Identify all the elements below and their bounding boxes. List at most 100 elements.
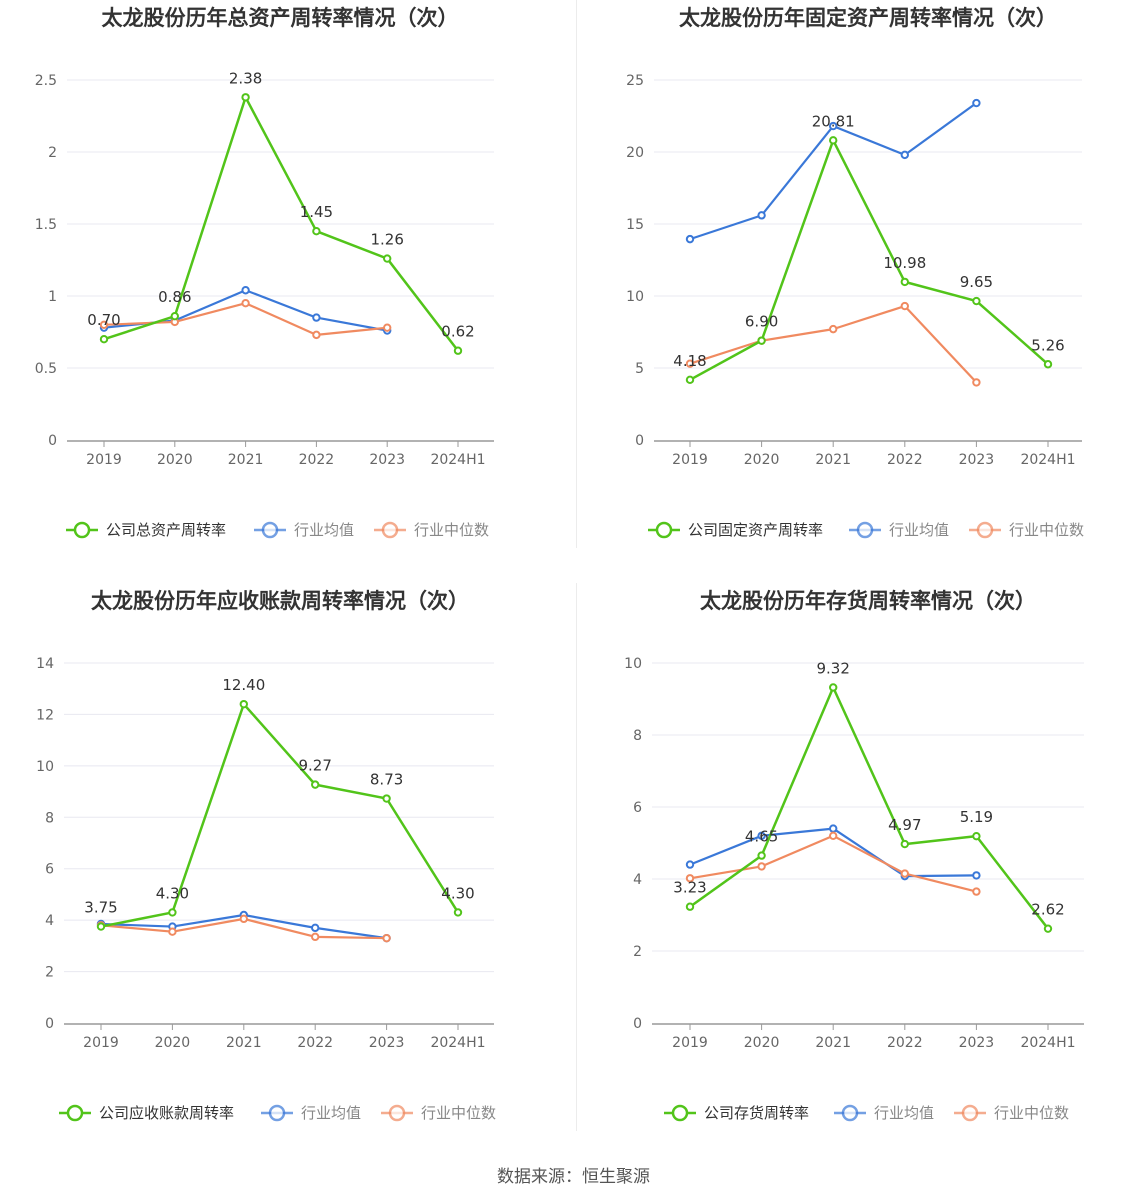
data-point-median [829,831,838,841]
x-tick-label: 2021 [815,452,851,468]
line-chart: 0 2 4 6 8 10 12 14 2019 2020 2021 2022 2023 2024H1 3.7… [36,656,496,1122]
data-point-company [900,277,909,287]
x-tick-label: 2024H1 [430,452,485,468]
y-tick-label: 20 [626,145,644,161]
legend-label: 行业均值 [874,1104,934,1122]
y-tick-label: 25 [626,73,644,89]
y-tick-label: 2 [48,145,57,161]
legend-label: 行业中位数 [1009,521,1084,539]
x-tick-label: 2024H1 [430,1035,485,1051]
legend-marker [381,521,399,539]
legend-marker [976,521,994,539]
y-tick-label: 12 [36,707,54,723]
data-point-company [829,136,838,145]
legend-label: 公司存货周转率 [704,1104,809,1122]
data-point-avg [829,121,838,131]
y-tick-label: 10 [626,289,644,305]
x-tick-label: 2019 [86,452,122,468]
y-tick-label: 1 [48,289,57,305]
x-tick-label: 2019 [672,1035,708,1051]
legend-label: 行业均值 [889,521,949,539]
data-label: 0.86 [158,288,191,306]
data-point-company [382,794,391,803]
y-tick-label: 6 [633,800,642,816]
chart-title: 太龙股份历年应收账款周转率情况（次） [91,589,469,613]
legend-label: 公司固定资产周转率 [688,521,823,539]
data-point-company [972,831,981,841]
data-point-company [241,93,250,102]
x-tick-label: 2020 [155,1035,191,1051]
data-point-median [383,323,392,332]
data-point-avg [757,831,766,841]
data-point-company [383,254,392,263]
y-tick-label: 0.5 [35,361,57,377]
x-tick-label: 2022 [887,452,923,468]
y-tick-label: 0 [45,1016,54,1032]
legend-label: 行业中位数 [414,521,489,539]
x-tick-label: 2020 [744,1035,780,1051]
data-label: 5.26 [1031,336,1064,354]
data-point-company [829,683,838,692]
data-point-median [241,299,250,308]
data-point-median [99,320,109,329]
data-point-median [972,887,981,896]
data-label: 6.90 [745,313,778,331]
data-point-median [311,932,320,942]
y-tick-label: 2 [633,944,642,960]
legend-marker [671,1104,689,1122]
data-label: 1.45 [300,203,333,221]
line-chart: 0 5 10 15 20 25 2019 2020 2021 2022 2023 2024H1 4.18… [626,73,1084,539]
x-tick-label: 2021 [228,452,264,468]
data-point-company [311,780,320,789]
data-point-company [900,839,909,849]
legend-label: 行业均值 [301,1104,361,1122]
data-point-median [312,330,321,340]
x-tick-label: 2023 [959,1035,995,1051]
data-point-median [382,933,391,943]
legend-marker [655,521,673,539]
data-label: 4.30 [441,884,474,902]
line-chart: 0 0.5 1 1.5 2 2.5 2019 2020 2021 2022 2023 2024H1 0.… [35,69,494,539]
data-point-avg [829,824,838,833]
series-line-median [689,304,978,384]
legend-label: 行业均值 [294,521,354,539]
data-label: 10.98 [883,254,926,272]
divider [576,583,577,1131]
legend-marker [73,521,91,539]
data-point-avg [900,150,909,160]
y-tick-label: 4 [633,872,642,888]
data-point-median [685,359,695,368]
data-label: 4.18 [673,352,706,370]
x-tick-label: 2023 [369,452,405,468]
x-tick-label: 2023 [369,1035,405,1051]
data-label: 2.38 [229,69,262,87]
data-point-company [312,227,321,236]
data-point-company [1043,924,1053,933]
data-label: 4.97 [888,816,921,834]
data-point-company [972,296,981,306]
data-point-median [168,927,177,936]
data-source: 数据来源：恒生聚源 [497,1167,650,1187]
x-tick-label: 2019 [83,1035,119,1051]
y-tick-label: 8 [45,810,54,826]
data-point-company [168,908,177,917]
data-point-company [239,699,249,709]
y-tick-label: 15 [626,217,644,233]
data-point-median [972,378,981,387]
chart-title: 太龙股份历年存货周转率情况（次） [700,589,1036,613]
data-label: 0.70 [87,311,120,329]
legend-marker [961,1104,979,1122]
data-point-company [170,311,180,321]
legend-label: 公司总资产周转率 [106,521,226,539]
chart-title: 太龙股份历年固定资产周转率情况（次） [679,6,1057,30]
chart-receivable-turnover: 太龙股份历年应收账款周转率情况（次） 0 2 4 6 8 10 12 14 2019 2020 20… [0,583,560,1153]
y-tick-label: 2 [45,965,54,981]
series-line-median [103,302,388,336]
data-label: 4.65 [745,828,778,846]
y-tick-label: 0 [633,1016,642,1032]
data-label: 12.40 [222,676,265,694]
chart-total-asset-turnover: 太龙股份历年总资产周转率情况（次） 0 0.5 1 1.5 2 2.5 2019 2020 20… [0,0,560,570]
data-point-median [900,301,909,311]
data-point-median [239,914,249,924]
data-point-company [685,375,695,385]
